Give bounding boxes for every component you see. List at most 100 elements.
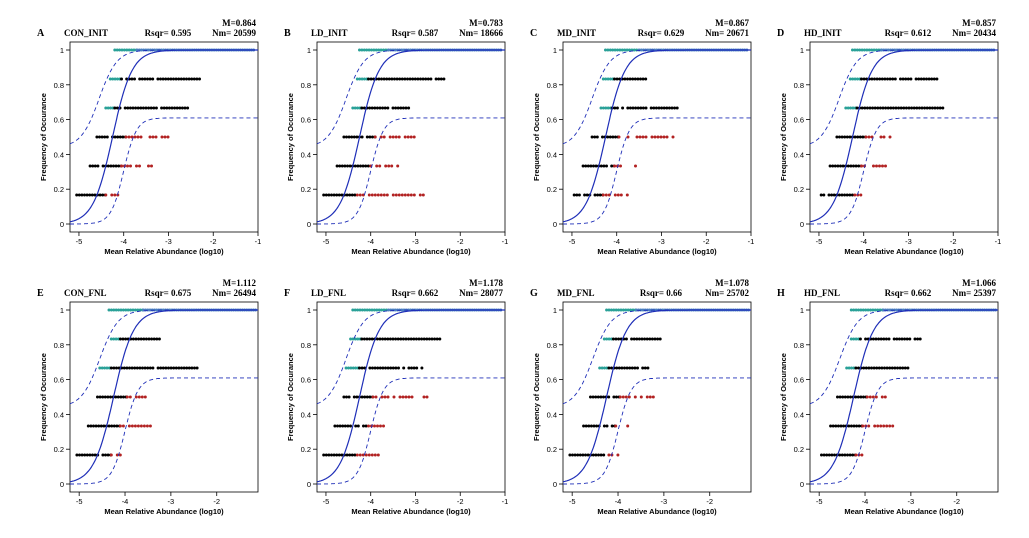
neutral-point [101,453,105,457]
neutral-point [656,337,660,341]
neutral-point [195,77,199,81]
neutral-point [368,337,372,341]
neutral-point [152,337,156,341]
neutral-point [842,424,846,428]
neutral-point [886,106,890,110]
above-point [356,106,360,110]
neutral-point [102,424,106,428]
below-point [376,193,380,197]
x-tick-label: -3 [661,497,668,506]
neutral-point [623,366,626,370]
neutral-point [106,395,110,399]
neutral-point [617,337,621,341]
neutral-point [586,453,590,457]
neutral-point [906,366,910,370]
below-point [867,424,871,428]
neutral-point [347,135,351,139]
neutral-point [854,395,858,399]
neutral-point [88,193,92,197]
below-point [882,135,886,139]
neutral-point [849,424,853,428]
neutral-point [360,106,364,110]
neutral-point [860,106,864,110]
neutral-point [368,135,372,139]
neutral-point [841,164,845,168]
below-point [625,193,629,197]
neutral-point [394,337,398,341]
neutral-point [913,337,917,341]
neutral-point [101,164,105,168]
above-point [344,366,348,370]
neutral-point [85,193,89,197]
ci-lower-line [810,377,998,485]
above-point [614,308,618,312]
ci-upper-line [70,49,258,145]
below-point [370,453,374,457]
neutral-point [644,77,648,81]
neutral-point [164,366,168,370]
below-point [133,135,137,139]
neutral-point [846,395,850,399]
above-point [351,106,355,110]
x-tick-label: -2 [457,237,464,246]
neutral-point [856,135,860,139]
m-label: M=1.078 [715,278,749,288]
neutral-point [355,395,359,399]
below-point [621,395,625,399]
x-tick-label: -4 [120,237,127,246]
below-point [404,395,408,399]
neutral-point [870,77,874,81]
panel-letter: D [777,28,784,39]
neutral-point [400,77,404,81]
above-point [100,366,104,370]
neutral-point [636,106,640,110]
neutral-point [166,77,170,81]
neutral-point [834,424,838,428]
neutral-point [408,77,412,81]
above-point [625,48,629,52]
neutral-point [133,366,137,370]
neutral-point [822,193,826,197]
neutral-point [147,337,151,341]
y-tick-label: 0.2 [301,445,311,454]
x-tick-label: -4 [862,497,869,506]
neutral-point [156,77,160,81]
neutral-point [886,77,889,81]
neutral-point [366,164,370,168]
neutral-point [115,106,119,110]
x-tick-label: -3 [658,237,665,246]
neutral-point [159,77,162,81]
below-point [379,424,382,428]
below-point [373,453,377,457]
neutral-point [895,337,899,341]
neutral-point [849,164,853,168]
neutral-point [568,453,572,457]
below-point [613,164,616,168]
x-tick-label: -2 [953,497,960,506]
neutral-point [406,77,409,81]
x-tick-label: -3 [908,497,915,506]
neutral-point [591,453,595,457]
above-point [393,308,397,312]
neutral-point [868,106,872,110]
above-point [365,48,369,52]
below-point [378,164,382,168]
neutral-point [101,395,105,399]
neutral-point [106,164,110,168]
neutral-point [896,366,899,370]
below-point [644,135,648,139]
neutral-point [626,77,629,81]
neutral-point [903,366,907,370]
neutral-point [363,395,367,399]
neutral-point [116,395,120,399]
below-point [613,193,617,197]
neutral-point [161,77,165,81]
neutral-point [872,366,876,370]
below-point [634,164,637,168]
below-point [160,135,164,139]
above-point [358,77,362,81]
